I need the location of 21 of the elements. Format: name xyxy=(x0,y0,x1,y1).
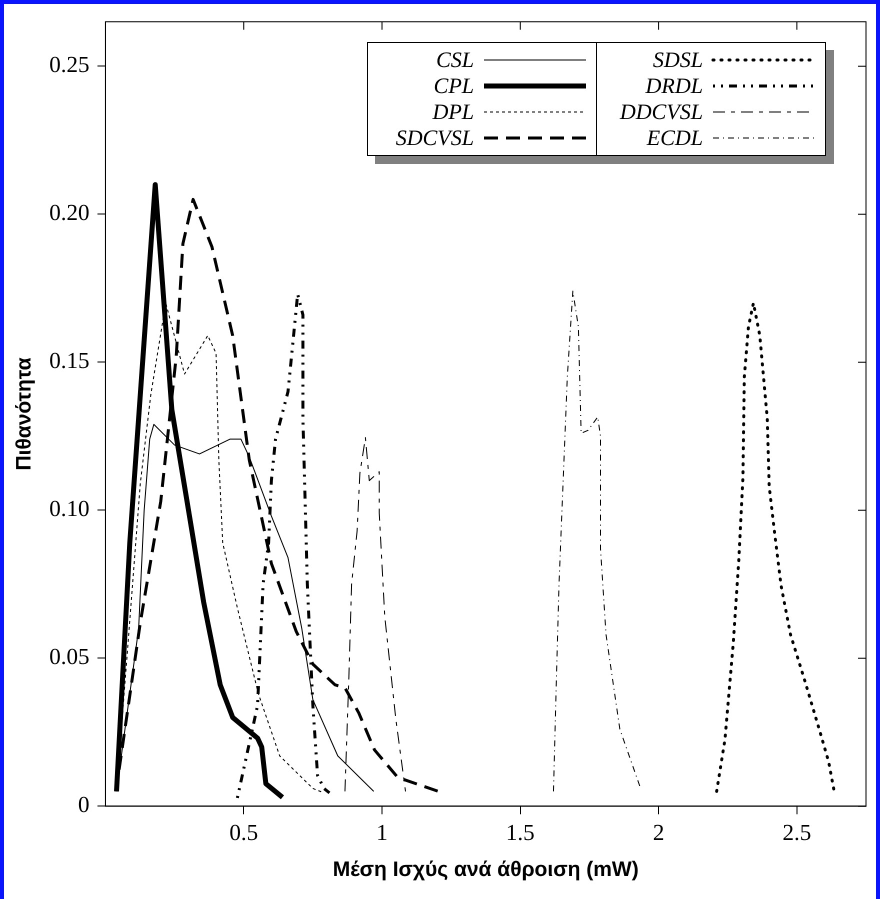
x-tick-label: 1.5 xyxy=(506,820,535,846)
legend-label: ECDL xyxy=(646,124,703,151)
x-tick-label: 2.5 xyxy=(782,820,812,846)
legend-label: DRDL xyxy=(644,72,703,99)
x-tick-label: 0.5 xyxy=(229,820,258,846)
legend-label: CPL xyxy=(432,72,474,99)
legend-label: DPL xyxy=(431,98,474,125)
y-tick-label: 0 xyxy=(78,792,90,818)
legend-label: DDCVSL xyxy=(618,98,703,125)
y-tick-label: 0.05 xyxy=(49,644,90,670)
y-tick-label: 0.25 xyxy=(49,52,90,78)
y-tick-label: 0.15 xyxy=(49,348,90,374)
x-tick-label: 1 xyxy=(376,820,388,846)
x-axis-title: Μέση Ισχύς ανά άθροιση (mW) xyxy=(332,858,639,882)
y-tick-label: 0.20 xyxy=(49,200,90,226)
y-axis-title: Πιθανότητα xyxy=(12,357,36,471)
legend-label: SDSL xyxy=(652,46,703,73)
legend-label: SDCVSL xyxy=(394,124,474,151)
legend-label: CSL xyxy=(435,46,474,73)
x-tick-label: 2 xyxy=(652,820,664,846)
y-tick-label: 0.10 xyxy=(49,496,90,522)
